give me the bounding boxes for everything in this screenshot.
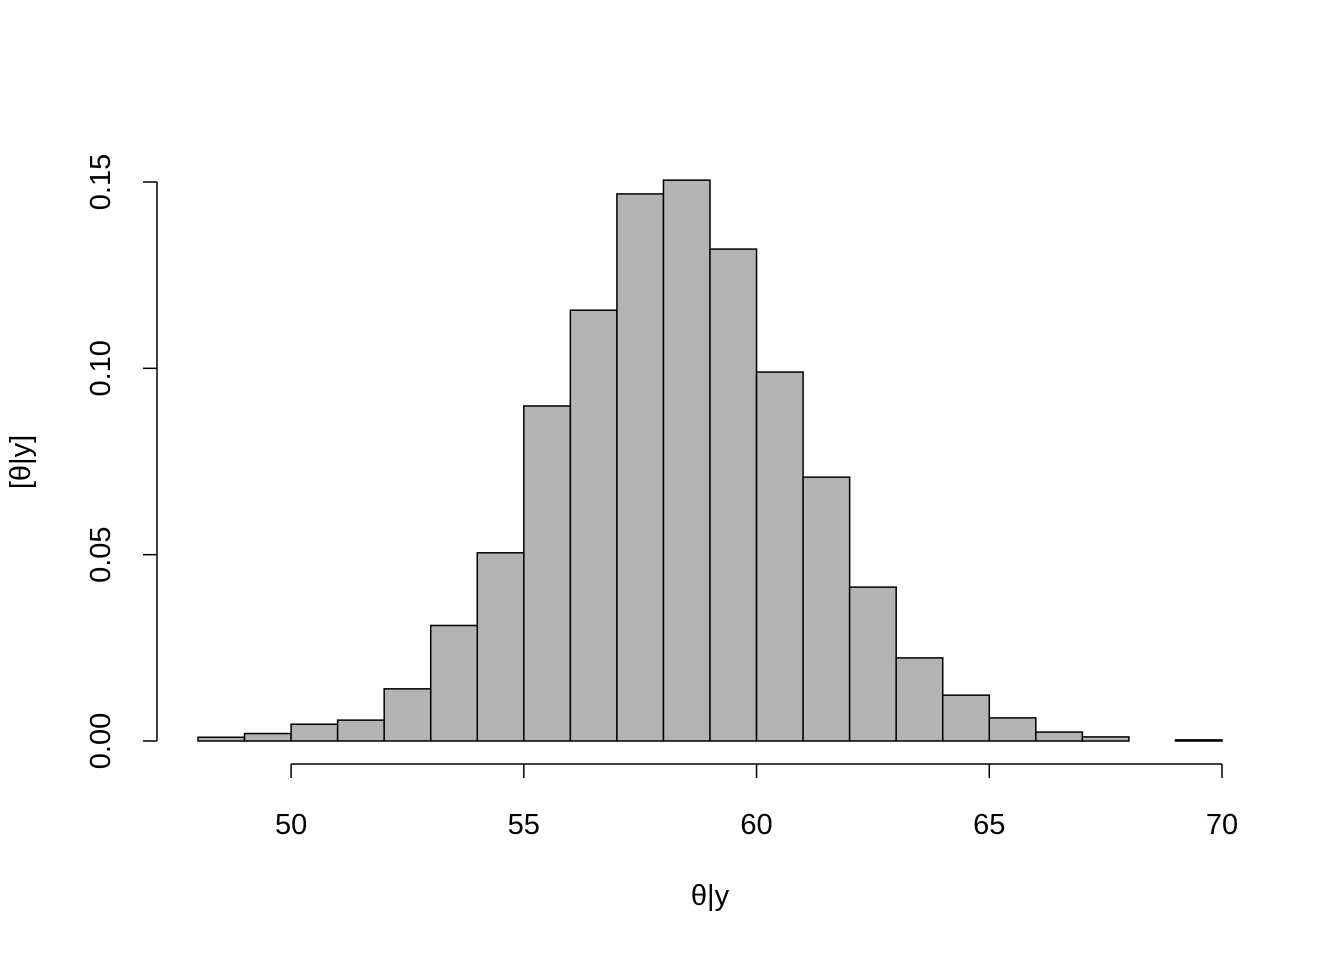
x-tick-label: 70 (1206, 809, 1238, 841)
bar (988, 717, 1037, 742)
bar (197, 736, 246, 742)
bar (1174, 739, 1223, 742)
bar (941, 694, 991, 742)
x-tick-label: 65 (973, 809, 1005, 841)
y-tick-label: 0.05 (85, 526, 117, 582)
x-axis-label: θ|y (691, 880, 730, 912)
bar (848, 586, 897, 742)
bar (1081, 736, 1130, 742)
bar (290, 723, 339, 742)
bar (1035, 731, 1084, 742)
y-axis-label: [θ|y] (5, 435, 37, 489)
y-tick-label: 0.15 (85, 154, 117, 210)
bar (429, 624, 479, 742)
bar (802, 476, 851, 742)
bar (569, 309, 618, 742)
bar (709, 248, 758, 742)
bar (243, 732, 292, 742)
bar (523, 405, 572, 742)
bar (895, 657, 944, 742)
bar (662, 179, 711, 742)
y-tick-label: 0.10 (85, 340, 117, 396)
x-tick-label: 50 (275, 809, 307, 841)
bar (383, 688, 432, 742)
bar (755, 371, 804, 742)
bar (616, 193, 665, 742)
y-tick-label: 0.00 (85, 713, 117, 769)
x-tick-label: 60 (740, 809, 772, 841)
bar (336, 719, 385, 742)
bar (476, 552, 525, 742)
x-tick-label: 55 (508, 809, 540, 841)
